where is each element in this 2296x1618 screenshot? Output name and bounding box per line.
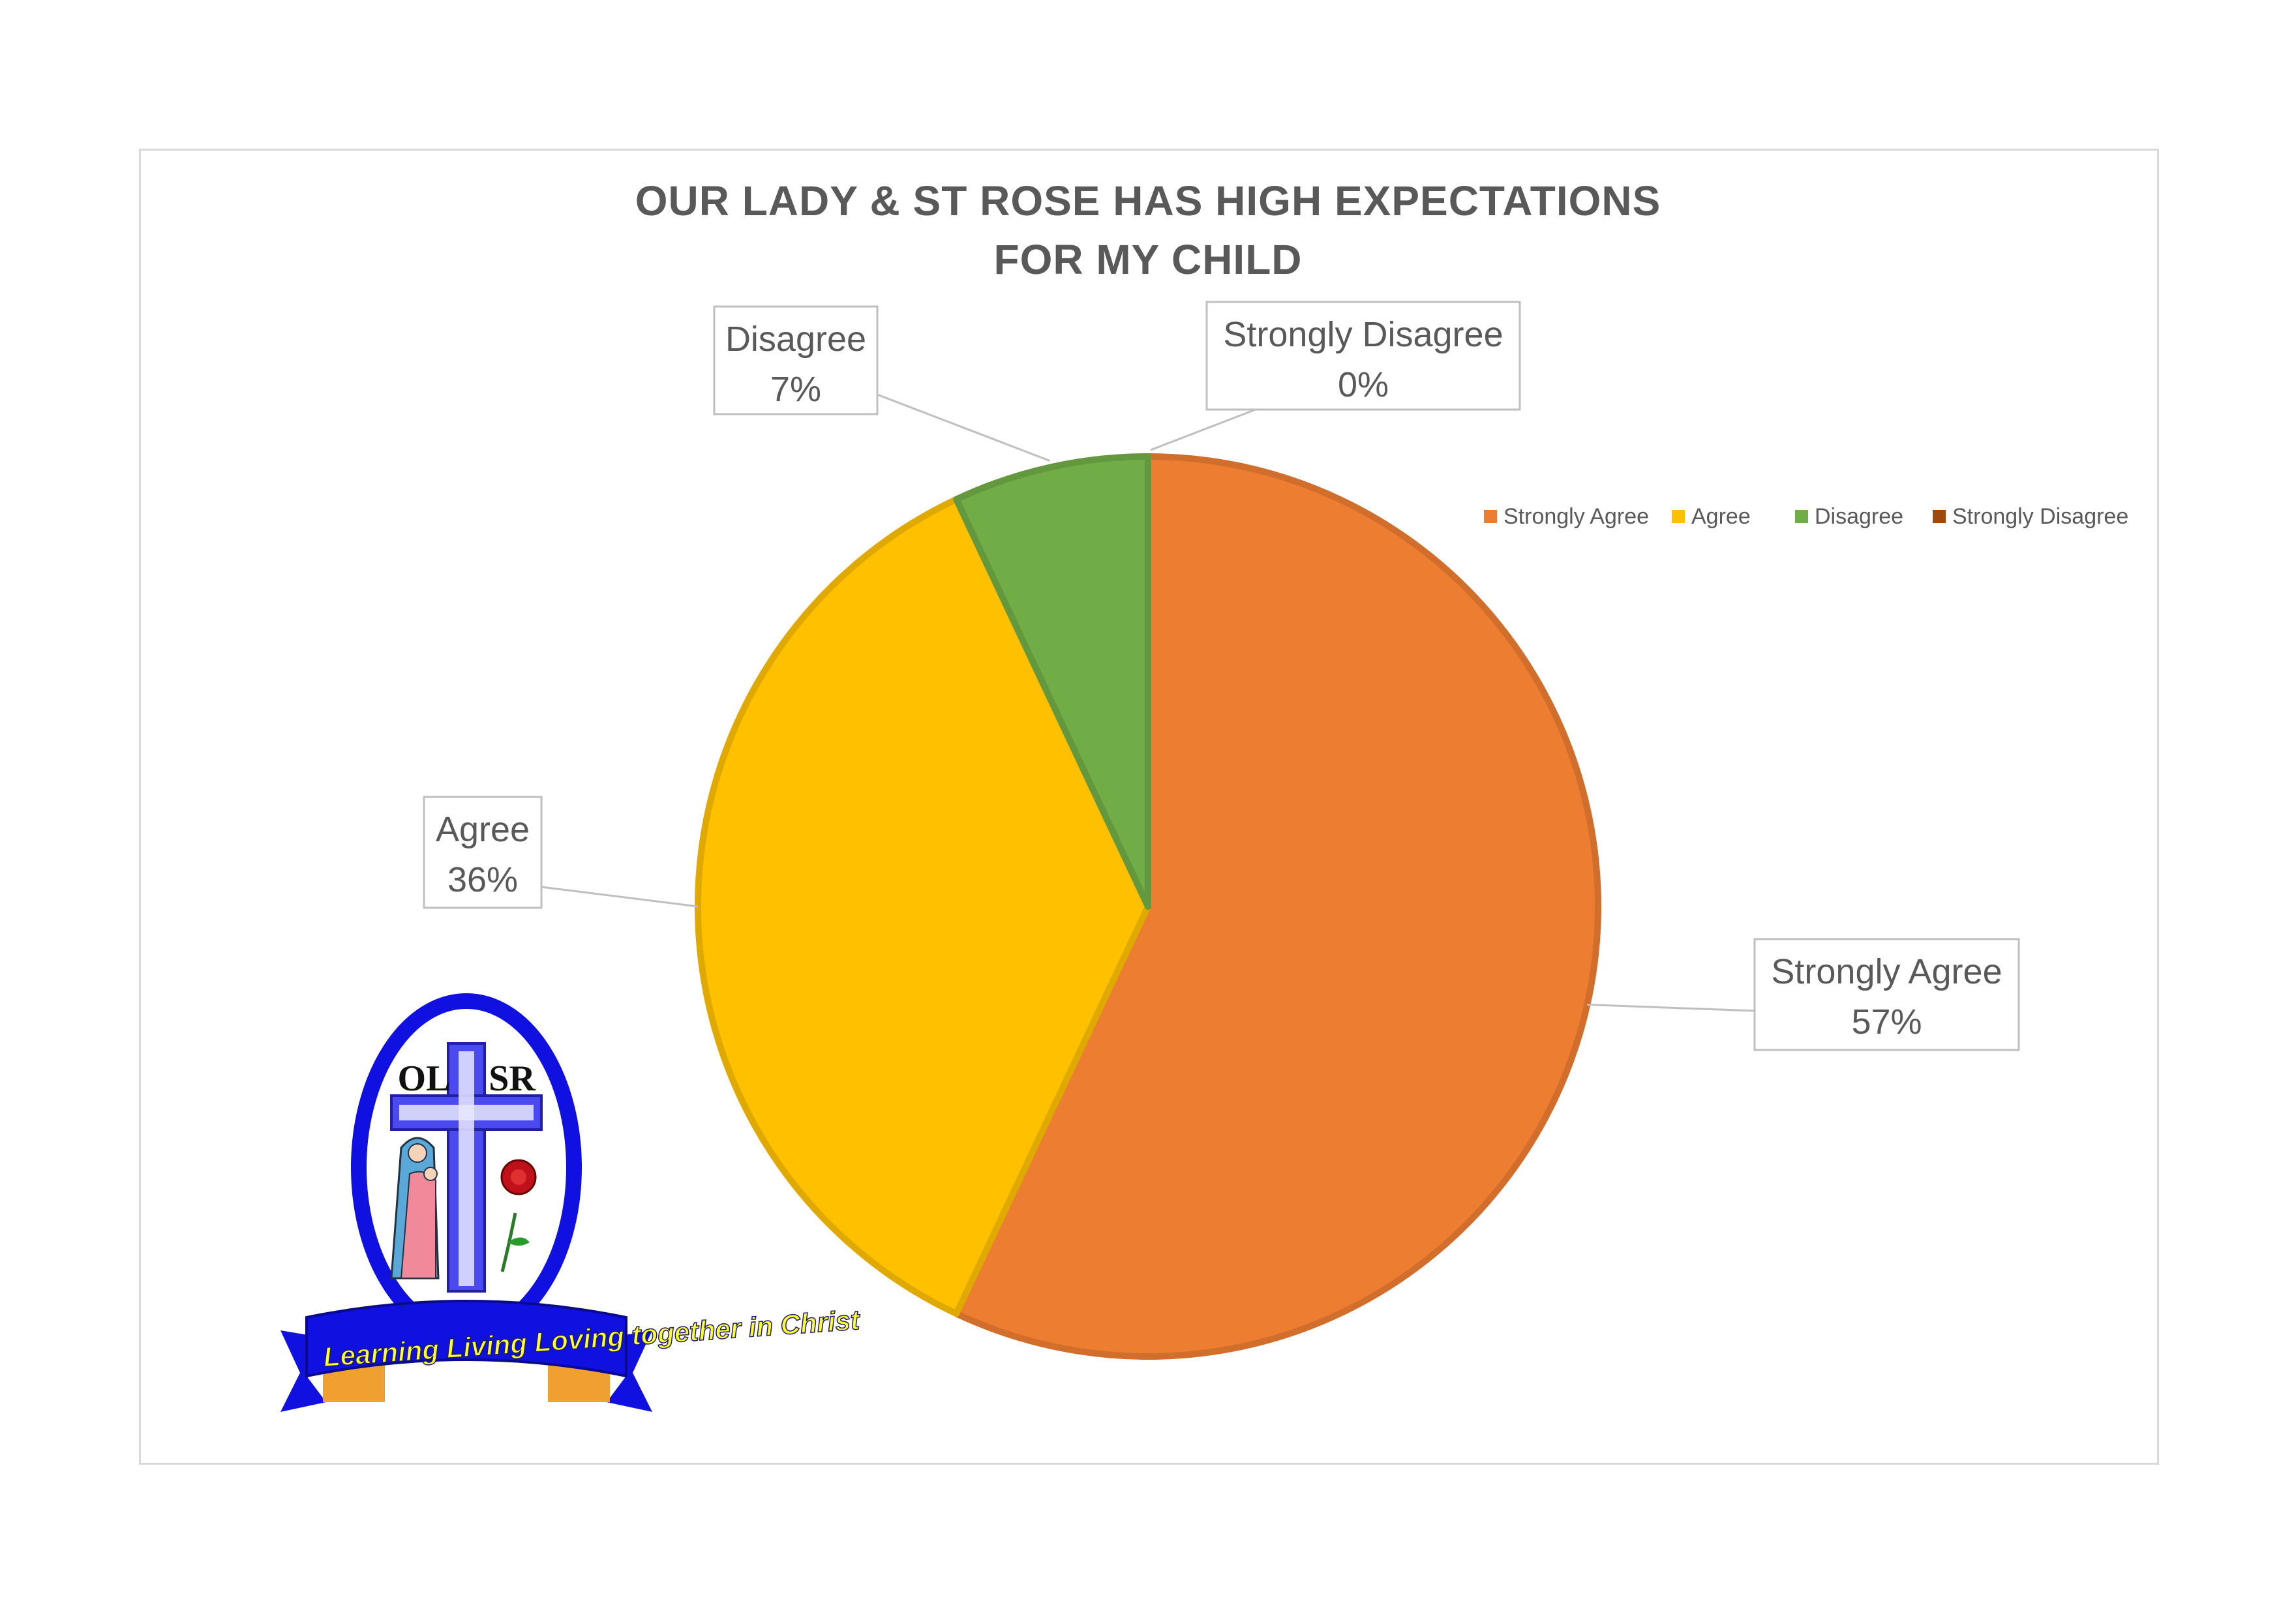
data-label-strongly-disagree: Strongly Disagree 0% (1205, 301, 1521, 411)
logo-letters-left: OL (398, 1058, 451, 1099)
data-callouts: Strongly Agree 57% Agree 36% Disagree 7% Stron… (423, 301, 2020, 1051)
logo-letters-right: SR (489, 1058, 536, 1099)
legend-swatch-agree (1672, 510, 1685, 523)
leader-line-disagree (877, 393, 1051, 462)
data-label-box-agree (423, 796, 543, 909)
chart-title-line-2: FOR MY CHILD (993, 236, 1302, 283)
data-label-value-strongly-agree: 57% (1851, 1002, 1922, 1041)
data-label-category-disagree: Disagree (725, 320, 866, 359)
pie-slice-disagree (953, 453, 1151, 910)
motto-banner: Learning Living Loving together in Chris… (280, 1300, 862, 1412)
data-label-box-strongly-agree (1753, 938, 2020, 1051)
data-label-strongly-agree: Strongly Agree 57% (1753, 938, 2020, 1051)
data-label-value-agree: 36% (447, 860, 518, 899)
data-label-category-agree: Agree (436, 810, 530, 849)
school-logo: OL SR Learning Living Loving together in… (280, 993, 862, 1412)
legend-swatch-strongly-agree (1484, 510, 1497, 523)
chart-title-line-1: OUR LADY & ST ROSE HAS HIGH EXPECTATIONS (635, 177, 1661, 224)
data-label-category-strongly-disagree: Strongly Disagree (1223, 315, 1503, 354)
madonna-figure-icon (390, 1137, 440, 1280)
data-label-box-disagree (713, 305, 879, 415)
leader-lines (541, 393, 1755, 1012)
legend-label-disagree: Disagree (1815, 504, 1903, 529)
legend-label-agree: Agree (1691, 504, 1751, 529)
data-label-box-strongly-disagree (1205, 301, 1521, 411)
leader-line-strongly-disagree (1150, 408, 1256, 451)
leader-line-strongly-agree (1587, 1004, 1755, 1012)
legend-label-strongly-agree: Strongly Agree (1503, 504, 1649, 529)
data-label-disagree: Disagree 7% (713, 305, 879, 415)
legend-swatch-disagree (1795, 510, 1808, 523)
data-label-value-strongly-disagree: 0% (1338, 365, 1389, 404)
leader-line-agree (541, 886, 699, 908)
data-label-category-strongly-agree: Strongly Agree (1771, 952, 2002, 991)
legend-label-strongly-disagree: Strongly Disagree (1952, 504, 2128, 529)
pie-slices (694, 453, 1601, 1360)
rose-icon (500, 1159, 537, 1272)
legend-swatch-strongly-disagree (1933, 510, 1946, 523)
data-label-agree: Agree 36% (423, 796, 543, 909)
data-label-value-disagree: 7% (770, 370, 821, 409)
pie-slice-strongly-agree (953, 453, 1601, 1360)
cross-icon (390, 1042, 543, 1293)
legend: Strongly Agree Agree Disagree Strongly Disa… (1484, 504, 2128, 529)
